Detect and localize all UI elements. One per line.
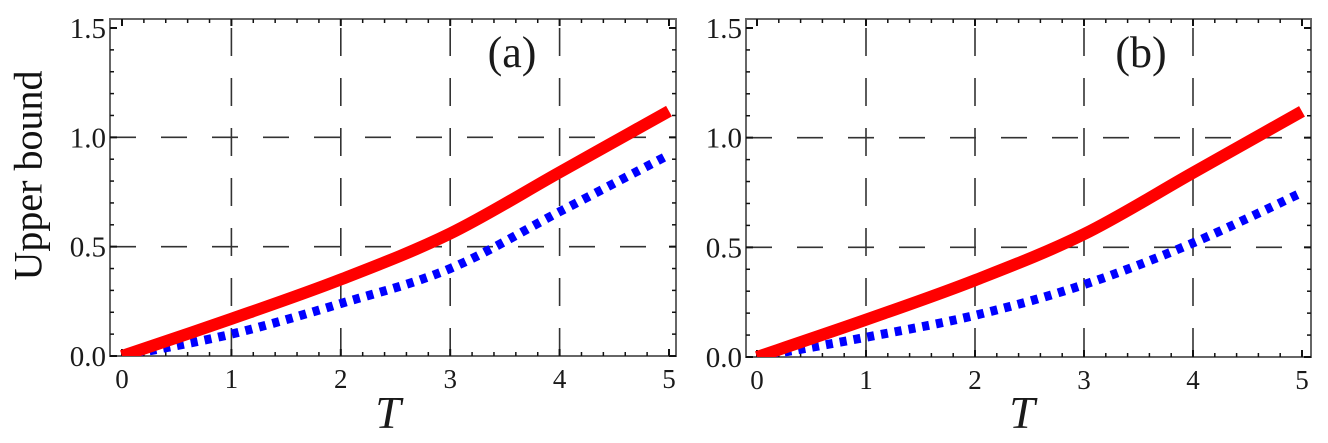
x-tick-label: 0 — [750, 365, 764, 395]
y-tick-label: 1.5 — [70, 13, 106, 45]
x-axis-label: T — [1009, 387, 1038, 438]
y-tick-label: 1.0 — [70, 122, 106, 154]
panel-label: (a) — [488, 28, 537, 77]
x-tick-label: 2 — [334, 364, 348, 394]
y-tick-label: 0.0 — [70, 341, 106, 373]
y-tick-label: 0.0 — [706, 342, 742, 374]
x-tick-label: 3 — [1077, 365, 1091, 395]
series-red-solid-line — [120, 105, 672, 356]
x-tick-label: 5 — [1295, 365, 1309, 395]
plot-frame — [745, 18, 1312, 358]
y-tick-label: 1.5 — [706, 13, 742, 45]
series-red-solid-line — [755, 106, 1305, 357]
x-tick-label: 1 — [225, 364, 239, 394]
plot-frame — [109, 18, 677, 357]
series-blue-dotted-line — [756, 188, 1304, 357]
x-tick-label: 4 — [1186, 365, 1200, 395]
x-tick-label: 5 — [662, 364, 676, 394]
series-blue-dotted-line — [121, 150, 672, 356]
y-axis-label: Upper bound — [5, 70, 51, 280]
y-tick-label: 0.5 — [70, 232, 106, 264]
y-tick-label: 1.0 — [706, 123, 742, 155]
x-axis-label: T — [375, 387, 404, 438]
x-tick-label: 4 — [553, 364, 567, 394]
x-tick-label: 2 — [968, 365, 982, 395]
x-tick-label: 1 — [859, 365, 873, 395]
x-tick-label: 0 — [115, 364, 129, 394]
y-tick-label: 0.5 — [706, 232, 742, 264]
panel-a: 0 1 2 3 4 5 0.0 0.5 1.0 1.5 T (a) — [70, 13, 677, 438]
x-tick-label: 3 — [443, 364, 457, 394]
panel-b: 0 1 2 3 4 5 0.0 0.5 1.0 1.5 T (b) — [706, 13, 1312, 438]
panel-label: (b) — [1115, 28, 1166, 77]
